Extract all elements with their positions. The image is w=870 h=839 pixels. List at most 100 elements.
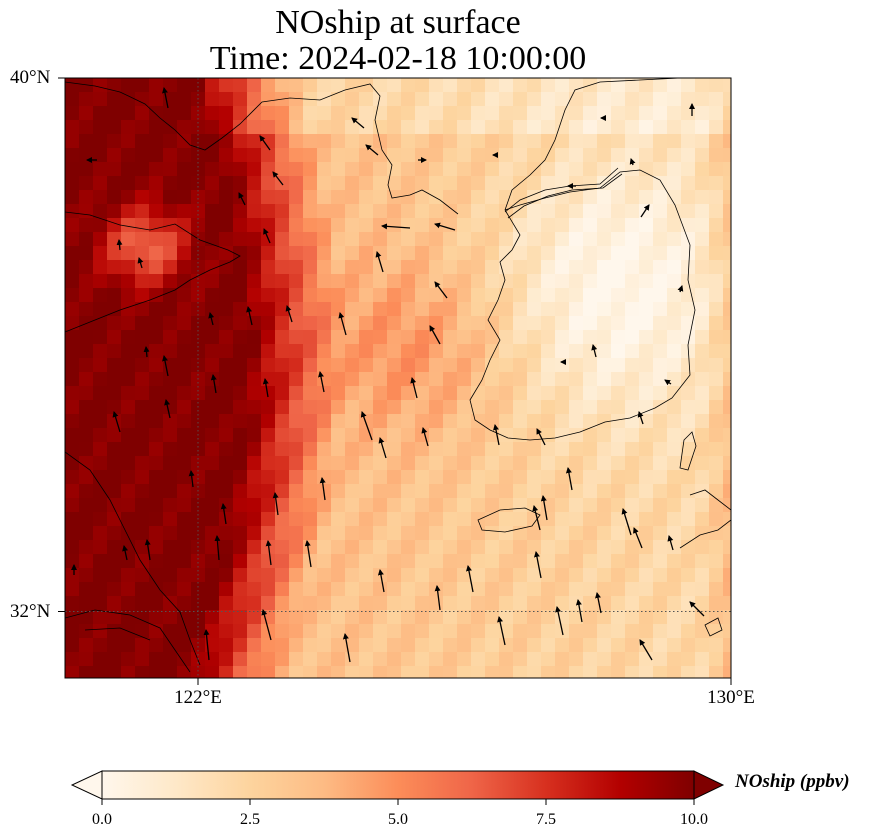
field-cell [639,624,654,639]
field-cell [303,414,318,429]
field-cell [387,316,402,331]
field-cell [681,204,696,219]
field-cell [93,120,108,135]
field-cell [443,344,458,359]
field-cell [79,400,94,415]
field-cell [373,302,388,317]
field-cell [611,190,626,205]
field-cell [709,302,724,317]
field-cell [611,540,626,555]
field-cell [219,568,234,583]
field-cell [625,274,640,289]
field-cell [485,246,500,261]
field-cell [345,190,360,205]
field-cell [107,344,122,359]
field-cell [597,92,612,107]
field-cell [513,568,528,583]
field-cell [513,498,528,513]
field-cell [485,666,500,678]
field-cell [135,106,150,121]
field-cell [135,316,150,331]
field-cell [205,372,220,387]
field-cell [583,120,598,135]
field-cell [359,232,374,247]
field-cell [695,568,710,583]
field-cell [541,400,556,415]
field-cell [695,204,710,219]
field-cell [177,232,192,247]
field-cell [79,330,94,345]
field-cell [359,302,374,317]
field-cell [149,568,164,583]
field-cell [135,414,150,429]
field-cell [667,260,682,275]
field-cell [233,274,248,289]
field-cell [219,232,234,247]
field-cell [625,400,640,415]
field-cell [65,624,80,639]
field-cell [415,666,430,678]
field-cell [247,442,262,457]
field-cell [639,386,654,401]
field-cell [597,428,612,443]
field-cell [415,120,430,135]
field-cell [695,442,710,457]
field-cell [401,540,416,555]
field-cell [317,540,332,555]
field-cell [681,302,696,317]
field-cell [121,176,136,191]
field-cell [569,218,584,233]
field-cell [429,484,444,499]
field-cell [667,176,682,191]
field-cell [625,526,640,541]
field-cell [163,428,178,443]
field-cell [65,526,80,541]
field-cell [471,246,486,261]
field-cell [695,232,710,247]
field-cell [583,302,598,317]
field-cell [429,386,444,401]
field-cell [457,428,472,443]
field-cell [471,456,486,471]
field-cell [429,442,444,457]
field-cell [457,568,472,583]
field-cell [513,596,528,611]
field-cell [415,568,430,583]
field-cell [387,540,402,555]
field-cell [373,400,388,415]
field-cell [401,106,416,121]
field-cell [625,204,640,219]
field-cell [373,624,388,639]
field-cell [555,498,570,513]
field-cell [149,442,164,457]
field-cell [485,162,500,177]
field-cell [569,428,584,443]
field-cell [303,260,318,275]
field-cell [723,596,731,611]
field-cell [135,666,150,678]
field-cell [457,344,472,359]
field-cell [527,246,542,261]
field-cell [499,358,514,373]
field-cell [485,540,500,555]
field-cell [457,540,472,555]
field-cell [107,400,122,415]
field-cell [163,610,178,625]
field-cell [331,358,346,373]
wind-arrow [629,158,636,166]
wind-arrow [122,545,128,561]
field-cell [709,596,724,611]
field-cell [79,302,94,317]
field-cell [247,330,262,345]
field-cell [681,190,696,205]
field-cell [247,190,262,205]
colorbar-tick-1: 2.5 [240,811,260,828]
field-cell [149,428,164,443]
field-cell [681,400,696,415]
field-cell [79,582,94,597]
field-cell [555,372,570,387]
field-cell [429,596,444,611]
field-cell [247,386,262,401]
field-cell [205,120,220,135]
